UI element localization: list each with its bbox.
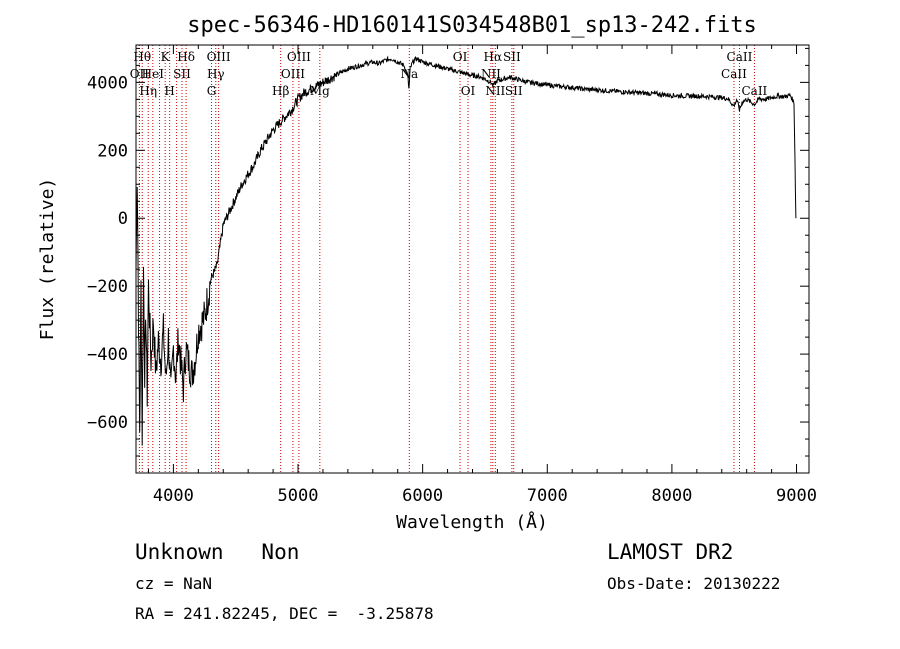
- spectral-line-label-12: OIII: [207, 50, 231, 64]
- y-tick-label-2: −200: [87, 277, 128, 297]
- x-tick-label-4: 8000: [651, 486, 692, 506]
- spectral-line-label-11: Hγ: [207, 67, 225, 81]
- observation-date: Obs-Date: 20130222: [607, 574, 780, 593]
- spectrum-series: [135, 55, 797, 446]
- x-tick-label-2: 6000: [402, 486, 443, 506]
- plot-frame: [135, 44, 810, 474]
- x-tick-label-1: 5000: [278, 486, 319, 506]
- chart-title: spec-56346-HD160141S034548B01_sp13-242.f…: [187, 13, 757, 38]
- spectral-line-label-18: OI: [453, 50, 468, 64]
- spectral-line-label-24: SII: [505, 84, 523, 98]
- spectral-line-label-26: CaII: [727, 50, 753, 64]
- x-tick-label-3: 7000: [527, 486, 568, 506]
- spectral-line-label-9: Hδ: [177, 50, 195, 64]
- spectral-line-label-6: H: [164, 84, 174, 98]
- x-tick-label-0: 4000: [153, 486, 194, 506]
- ra-dec: RA = 241.82245, DEC = -3.25878: [135, 604, 434, 623]
- y-axis-ticks: −600 −400 −200 0 200 4000: [87, 47, 809, 457]
- object-class: Unknown Non: [135, 540, 299, 564]
- spectral-line-label-20: NII: [481, 67, 501, 81]
- spectral-line-label-3: HeI: [142, 67, 165, 81]
- spectral-line-label-15: OIII: [287, 50, 311, 64]
- spectral-line-label-0: OII: [130, 67, 150, 81]
- x-tick-label-5: 9000: [776, 486, 817, 506]
- spectral-line-label-1: Hθ: [133, 50, 151, 64]
- spectral-line-label-14: OIII: [281, 67, 305, 81]
- spectral-line-label-19: OI: [461, 84, 476, 98]
- spectral-line-label-2: Hη: [139, 84, 157, 98]
- spectral-line-label-10: G: [207, 84, 217, 98]
- spectral-line-labels: OIIHθHηHeIKHSIIHδGHγOIIIHβOIIIOIIIMgNaOI…: [130, 50, 768, 98]
- spectral-line-label-13: Hβ: [272, 84, 289, 98]
- x-axis-label: Wavelength (Å): [396, 511, 548, 533]
- spectrum-line-0: [135, 55, 797, 446]
- spectral-line-label-21: Hα: [484, 50, 503, 64]
- spectral-line-label-22: NII: [485, 84, 505, 98]
- y-tick-label-0: −600: [87, 413, 128, 433]
- spectral-line-label-8: SII: [173, 67, 191, 81]
- survey-name: LAMOST DR2: [607, 540, 733, 564]
- spectral-line-markers: [138, 45, 755, 473]
- y-tick-label-1: −400: [87, 345, 128, 365]
- spectral-line-label-27: CaII: [741, 84, 767, 98]
- y-tick-label-4: 200: [97, 141, 128, 161]
- y-tick-label-5: 4000: [87, 73, 128, 93]
- y-axis-label: Flux (relative): [37, 178, 58, 341]
- redshift-cz: cz = NaN: [135, 574, 212, 593]
- spectral-line-label-23: SII: [503, 50, 521, 64]
- spectral-line-label-25: CaII: [721, 67, 747, 81]
- y-tick-label-3: 0: [118, 209, 128, 229]
- spectral-line-label-5: K: [161, 50, 171, 64]
- x-axis-ticks: 4000 5000 6000 7000 8000 9000: [147, 45, 817, 506]
